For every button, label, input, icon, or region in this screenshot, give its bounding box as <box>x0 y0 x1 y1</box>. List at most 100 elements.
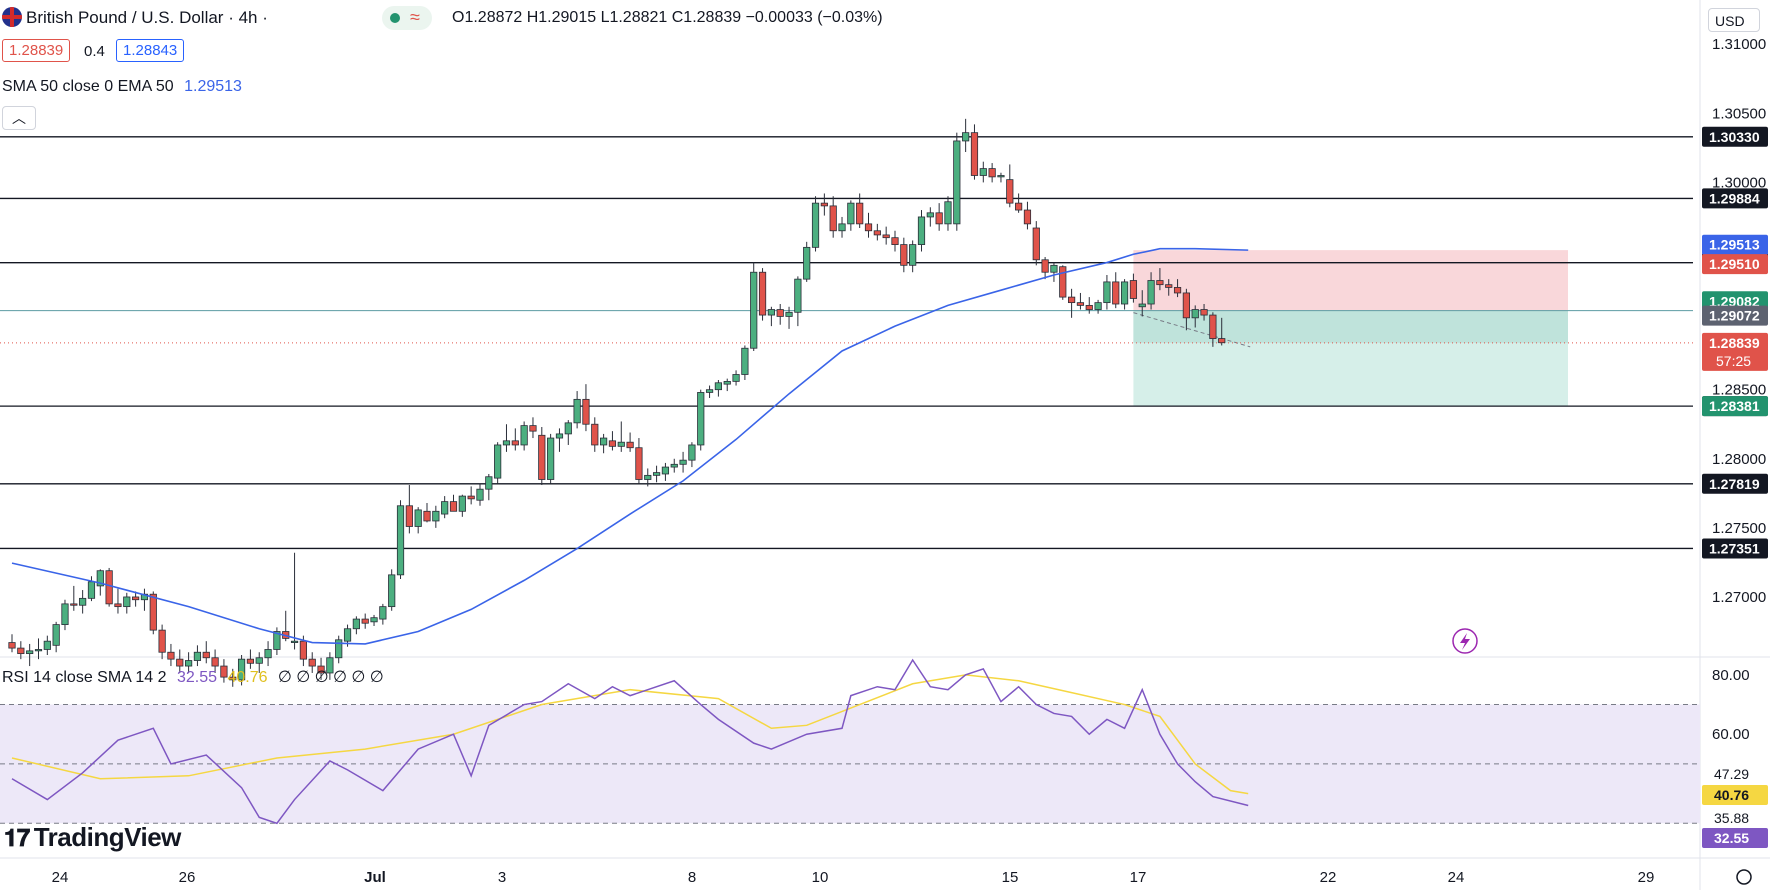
candle-up <box>909 244 917 266</box>
time-tick-label: 15 <box>1002 869 1019 886</box>
candle-down <box>635 447 643 480</box>
candle-down <box>1032 227 1040 261</box>
time-tick-label: 24 <box>1448 869 1465 886</box>
candle-up <box>785 311 793 317</box>
time-tick-label: 17 <box>1130 869 1147 886</box>
candle-down <box>511 440 519 446</box>
time-tick-label: 26 <box>179 869 196 886</box>
candle-down <box>1165 284 1173 288</box>
buy-price-button[interactable]: 1.28843 <box>116 39 185 62</box>
candle-up <box>750 271 758 349</box>
price-badge <box>1702 396 1768 417</box>
price-badge <box>1702 332 1768 371</box>
chevron-up-icon: ︿ <box>12 110 26 126</box>
candle-down <box>8 642 16 649</box>
candle-up <box>79 597 87 606</box>
level-price-badge <box>1702 188 1768 209</box>
symbol-header[interactable]: British Pound / U.S. Dollar · 4h · <box>2 7 268 28</box>
candle-up <box>379 606 387 620</box>
candle-down <box>1023 209 1032 225</box>
level-price-badge-label: 1.30330 <box>1709 129 1760 145</box>
stop-loss-zone <box>1133 250 1568 311</box>
candle-down <box>1200 309 1208 316</box>
logo-text: TradingView <box>33 822 182 852</box>
approx-icon: ≈ <box>410 7 420 27</box>
candle-up <box>343 628 352 642</box>
dot-icon <box>390 13 400 23</box>
candle-up <box>370 617 378 623</box>
candle-up <box>1147 280 1155 305</box>
candle-up <box>600 437 608 446</box>
settings-gear-icon <box>1736 869 1752 885</box>
candle-down <box>1209 314 1217 339</box>
candle-up <box>193 651 202 661</box>
candle-up <box>617 441 625 447</box>
candle-down <box>529 425 537 432</box>
candle-down <box>167 651 175 660</box>
price-badge-label: 1.28381 <box>1709 398 1760 414</box>
candle-up <box>273 631 281 650</box>
price-badge <box>1702 254 1768 275</box>
candle-up <box>794 278 802 313</box>
candle-up <box>705 389 714 393</box>
tv-logo-icon: 𝟏𝟕 <box>4 825 30 852</box>
candle-up <box>396 505 405 576</box>
rsi-value-badge-label: 40.76 <box>1714 787 1749 803</box>
time-tick-label: 10 <box>812 869 829 886</box>
price-tick-label: 1.30000 <box>1712 174 1766 191</box>
candle-down <box>591 423 599 446</box>
profit-filled-zone <box>1133 310 1568 343</box>
rsi-tick-label: 60.00 <box>1712 726 1750 743</box>
rsi-sma-line <box>11 674 1249 795</box>
candle-up <box>494 444 502 479</box>
level-price-badge <box>1702 126 1768 147</box>
candle-up <box>326 657 334 674</box>
price-badge-label: 1.28839 <box>1709 335 1760 351</box>
candle-down <box>246 658 255 664</box>
candle-down <box>299 640 307 660</box>
price-badge <box>1702 305 1768 326</box>
sma-legend[interactable]: SMA 50 close 0 EMA 50 1.29513 <box>2 78 242 96</box>
candle-down <box>1156 280 1164 286</box>
time-tick-label: 29 <box>1638 869 1655 886</box>
candle-down <box>1085 304 1093 310</box>
price-badge-label: 1.29510 <box>1709 256 1760 272</box>
candle-down <box>220 665 228 678</box>
visibility-toggle[interactable]: ≈ <box>382 6 432 30</box>
candle-up <box>547 437 555 480</box>
candle-up <box>714 382 723 391</box>
candle-down <box>608 440 617 447</box>
price-tick-label: 1.28500 <box>1712 382 1766 399</box>
candle-down <box>935 212 943 225</box>
time-tick-label: 8 <box>688 869 696 886</box>
candle-up <box>458 495 466 512</box>
rsi-level-label: 35.88 <box>1714 810 1749 826</box>
candle-up <box>290 640 299 643</box>
price-tick-label: 1.28000 <box>1712 451 1766 468</box>
candle-down <box>820 202 828 207</box>
candle-down <box>970 132 979 176</box>
candle-down <box>882 234 890 239</box>
candle-up <box>979 168 987 176</box>
candle-down <box>873 230 881 236</box>
candle-down <box>864 223 873 232</box>
candle-up <box>34 649 43 652</box>
price-badge <box>1702 234 1768 255</box>
candle-down <box>1006 179 1014 204</box>
price-badge-label: 1.29082 <box>1709 293 1760 309</box>
sma-legend-value: 1.29513 <box>184 78 242 95</box>
sell-price-button[interactable]: 1.28839 <box>2 39 71 62</box>
candle-up <box>926 212 934 218</box>
sma-legend-label: SMA 50 close 0 EMA 50 <box>2 78 174 95</box>
currency-select[interactable]: USD <box>1708 8 1760 32</box>
candle-up <box>1050 264 1058 273</box>
sma-50-line <box>11 247 1249 645</box>
candle-up <box>61 603 69 625</box>
candle-up <box>414 509 422 527</box>
candle-up <box>962 132 970 142</box>
candle-up <box>432 510 440 522</box>
rsi-legend[interactable]: RSI 14 close SMA 14 2 32.55 40.76 ∅ ∅ ∅ … <box>2 667 384 687</box>
collapse-legend-button[interactable]: ︿ <box>2 106 36 130</box>
candle-down <box>361 618 369 624</box>
